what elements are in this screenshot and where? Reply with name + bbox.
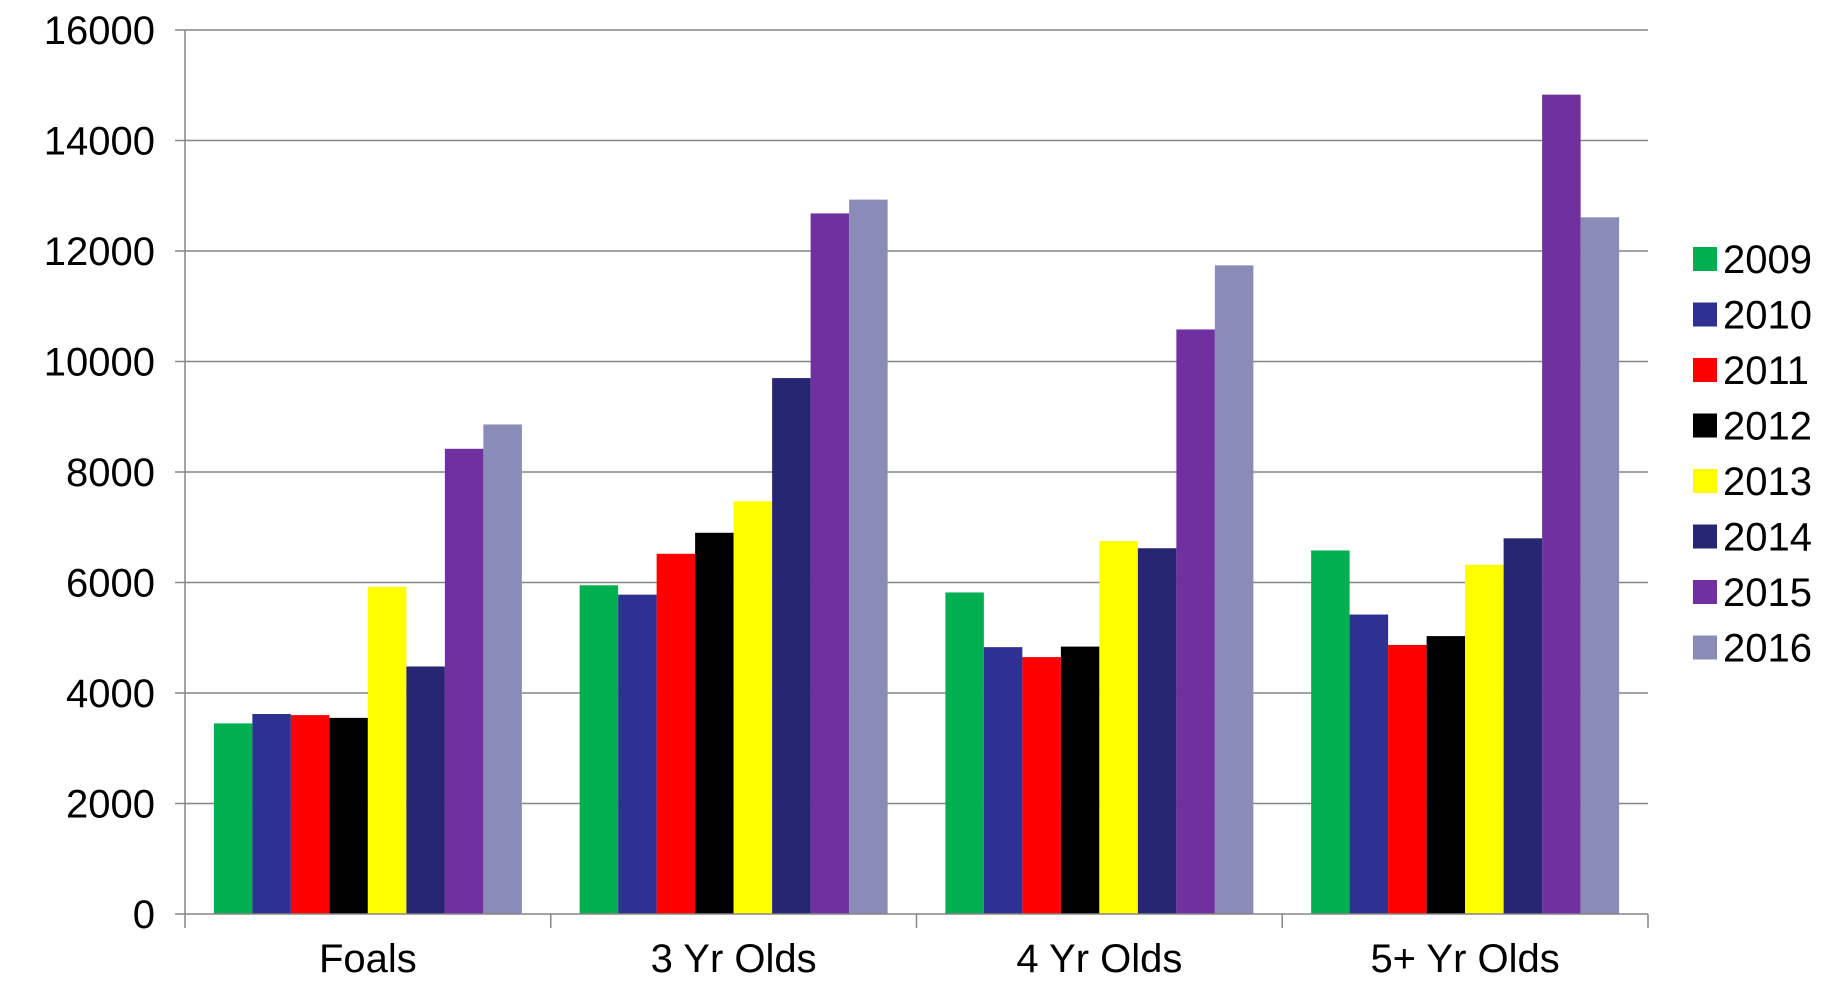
y-tick-label: 12000 [44,230,155,274]
axes [175,29,1649,928]
legend-swatch-2014 [1693,524,1717,549]
bar-2013-4-yr-olds [1099,541,1138,914]
bar-2013-foals [367,586,407,914]
bar-2010-3-yr-olds [618,594,657,914]
y-tick-label: 4000 [66,672,155,716]
bar-2010-4-yr-olds [983,647,1023,914]
y-tick-label: 14000 [44,120,155,164]
y-tick-label: 2000 [66,783,155,827]
legend-label-2009: 2009 [1723,238,1812,282]
bar-2009-4-yr-olds [945,592,984,914]
bar-2012-4-yr-olds [1060,646,1100,914]
legend-swatch-2015 [1693,580,1717,604]
bar-2015-foals [444,448,484,914]
y-tick-label: 8000 [66,451,155,495]
y-axis-tick-labels: 0 2000 4000 6000 8000 10000 12000 14000 16000 [44,9,155,937]
y-tick-label: 6000 [66,562,155,606]
legend-label-2016: 2016 [1723,627,1812,671]
bar-2010-foals [252,713,291,914]
legend-swatch-2009 [1693,247,1717,271]
bar-2009-5-yr-olds [1311,550,1350,914]
bar-2010-5-yr-olds [1349,614,1389,914]
bar-2012-foals [329,717,368,914]
bar-2011-foals [290,715,330,914]
legend-swatch-2013 [1693,469,1717,493]
legend-swatch-2011 [1693,358,1717,382]
bar-2013-5-yr-olds [1465,564,1504,914]
bar-2012-5-yr-olds [1426,636,1466,914]
bar-2013-3-yr-olds [733,501,773,914]
legend-label-2015: 2015 [1723,571,1812,615]
bar-2015-4-yr-olds [1176,329,1215,915]
bar-2014-5-yr-olds [1503,538,1543,914]
legend-label-2011: 2011 [1723,349,1809,393]
bar-2014-3-yr-olds [772,378,811,914]
bar-2014-4-yr-olds [1137,548,1177,914]
bars [213,94,1620,915]
bar-2012-3-yr-olds [695,532,734,914]
legend-swatch-2016 [1693,635,1717,660]
bar-2014-foals [406,666,445,914]
bar-2011-5-yr-olds [1388,644,1427,914]
x-category-label: Foals [319,937,417,981]
bar-2016-5-yr-olds [1580,217,1620,915]
bar-2016-foals [483,424,522,914]
legend-label-2014: 2014 [1723,516,1812,560]
x-category-label: 4 Yr Olds [1016,937,1182,981]
legend-swatch-2010 [1693,302,1717,327]
y-tick-label: 16000 [44,9,155,53]
y-tick-label: 0 [133,893,155,937]
bar-2016-4-yr-olds [1214,265,1254,914]
legend-label-2012: 2012 [1723,405,1812,449]
x-category-label: 5+ Yr Olds [1370,937,1559,981]
x-axis-category-labels: Foals 3 Yr Olds 4 Yr Olds 5+ Yr Olds [319,937,1560,981]
legend-swatch-2012 [1693,413,1717,438]
bar-2011-4-yr-olds [1022,657,1061,914]
bar-2015-5-yr-olds [1542,94,1581,914]
legend-label-2013: 2013 [1723,460,1812,504]
legend: 2009 2010 2011 2012 2013 2014 2015 2016 [1693,238,1812,671]
bar-2016-3-yr-olds [849,199,888,914]
legend-label-2010: 2010 [1723,294,1812,338]
bar-2009-foals [213,723,253,914]
bar-2009-3-yr-olds [579,585,619,914]
bar-2011-3-yr-olds [656,553,696,914]
x-category-label: 3 Yr Olds [651,937,817,981]
y-tick-label: 10000 [44,341,155,385]
bar-2015-3-yr-olds [810,213,850,914]
